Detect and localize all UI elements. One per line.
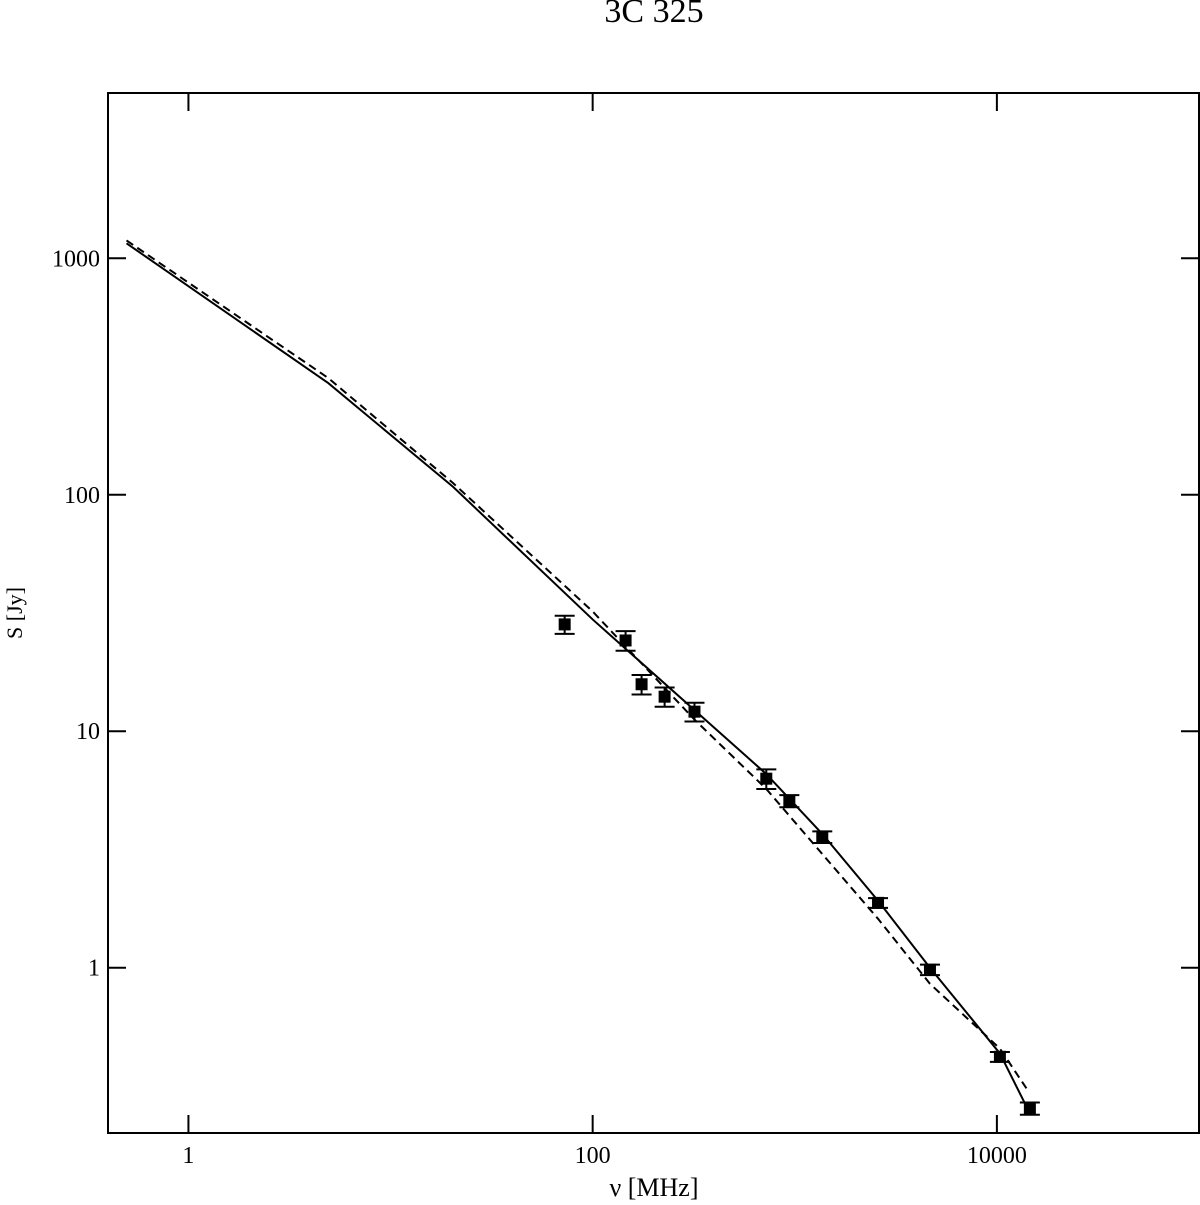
y-tick-label: 100: [64, 483, 100, 509]
data-point: [658, 690, 671, 703]
data-point: [783, 794, 796, 807]
y-tick-label: 10: [76, 719, 100, 745]
x-tick-label: 10000: [967, 1143, 1027, 1169]
data-point: [558, 618, 571, 631]
data-point: [760, 772, 773, 785]
y-tick-label: 1000: [52, 246, 100, 272]
x-tick-label: 1: [182, 1143, 194, 1169]
data-point: [816, 831, 829, 844]
data-point: [635, 678, 648, 691]
chart-title: 3C 325: [604, 0, 703, 30]
plot-frame: [107, 92, 1200, 1134]
x-axis-label: ν [MHz]: [609, 1173, 698, 1200]
y-axis-label: S [Jy]: [2, 587, 27, 639]
x-tick-label: 100: [575, 1143, 611, 1169]
y-tick-label: 1: [88, 956, 100, 982]
fit-line: [125, 242, 1028, 1107]
fit-line: [125, 239, 1028, 1089]
data-point: [1023, 1102, 1036, 1115]
